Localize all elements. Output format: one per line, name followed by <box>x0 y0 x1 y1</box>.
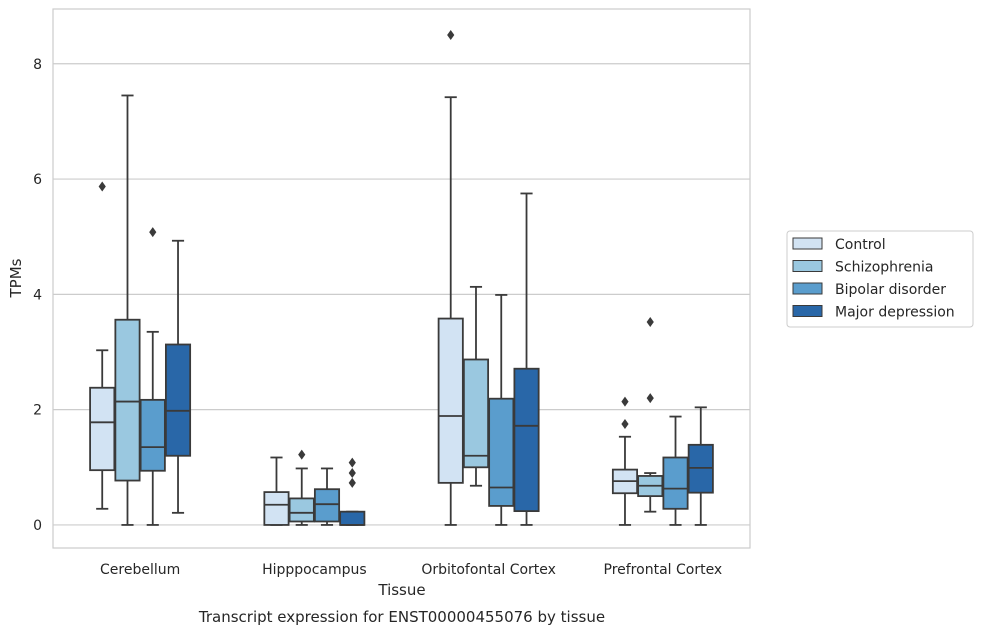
x-axis-ticks: Cerebellum Hipppocampus Orbitofontal Corte… <box>100 562 722 578</box>
box-body <box>313 488 341 523</box>
box-body <box>139 398 166 472</box>
box-schizophrenia <box>462 285 490 487</box>
outlier-point <box>98 181 106 192</box>
box-body <box>89 386 116 472</box>
legend-swatch <box>792 260 823 272</box>
outlier-point <box>348 468 356 479</box>
box-control <box>89 181 116 510</box>
box-schizophrenia <box>288 449 315 526</box>
x-tick-label: Prefrontal Cortex <box>604 562 723 578</box>
y-tick-label: 2 <box>33 403 42 419</box>
outlier-point <box>348 457 356 468</box>
outlier-point <box>348 477 356 488</box>
chart-caption: Transcript expression for ENST0000045507… <box>198 608 605 626</box>
box-bipolar-disorder <box>139 227 166 526</box>
legend-swatch <box>792 237 823 250</box>
y-tick-label: 0 <box>33 518 42 534</box>
box-body <box>488 397 515 507</box>
x-tick-label: Cerebellum <box>100 562 180 578</box>
y-axis-ticks: 0 2 4 6 8 <box>33 57 42 534</box>
y-axis-title: TPMs <box>7 258 25 298</box>
box-body <box>288 497 315 523</box>
box-major-depression <box>339 457 366 526</box>
box-control <box>437 29 464 526</box>
legend-swatch <box>792 305 823 317</box>
outlier-point <box>621 396 629 407</box>
box-body <box>437 317 464 484</box>
box-body <box>462 358 490 469</box>
outlier-point <box>621 419 629 430</box>
x-tick-label: Hipppocampus <box>262 562 367 578</box>
y-tick-label: 4 <box>33 287 42 303</box>
boxes <box>89 29 714 526</box>
y-tick-label: 8 <box>33 57 42 73</box>
legend-frame <box>786 230 974 328</box>
box-body <box>263 491 290 526</box>
plot-area-frame <box>52 8 751 549</box>
box-major-depression <box>164 239 192 514</box>
x-tick-label: Orbitofontal Cortex <box>421 562 556 578</box>
outlier-point <box>149 227 157 238</box>
box-control <box>263 456 290 526</box>
box-body <box>114 318 141 482</box>
outlier-point <box>646 393 654 404</box>
box-major-depression <box>513 192 540 526</box>
legend-label: Major depression <box>835 305 955 321</box>
y-tick-label: 6 <box>33 172 42 188</box>
x-axis-title: Tissue <box>377 581 425 599</box>
legend-label: Bipolar disorder <box>835 282 946 298</box>
box-body <box>164 343 192 457</box>
box-bipolar-disorder <box>488 294 515 526</box>
box-bipolar-disorder <box>313 467 341 526</box>
legend: Control Schizophrenia Bipolar disorder Majo… <box>786 230 974 328</box>
legend-label: Schizophrenia <box>835 260 933 276</box>
legend-label: Control <box>835 237 886 253</box>
box-body <box>662 456 689 510</box>
box-body <box>513 367 540 513</box>
outlier-point <box>447 29 455 40</box>
outlier-point <box>298 449 306 460</box>
outlier-point <box>646 317 654 328</box>
legend-swatch <box>792 282 823 295</box>
box-major-depression <box>687 406 714 526</box>
box-bipolar-disorder <box>662 415 689 526</box>
box-body <box>339 510 366 526</box>
box-schizophrenia <box>637 317 664 513</box>
box-schizophrenia <box>114 94 141 526</box>
box-control <box>611 396 639 526</box>
